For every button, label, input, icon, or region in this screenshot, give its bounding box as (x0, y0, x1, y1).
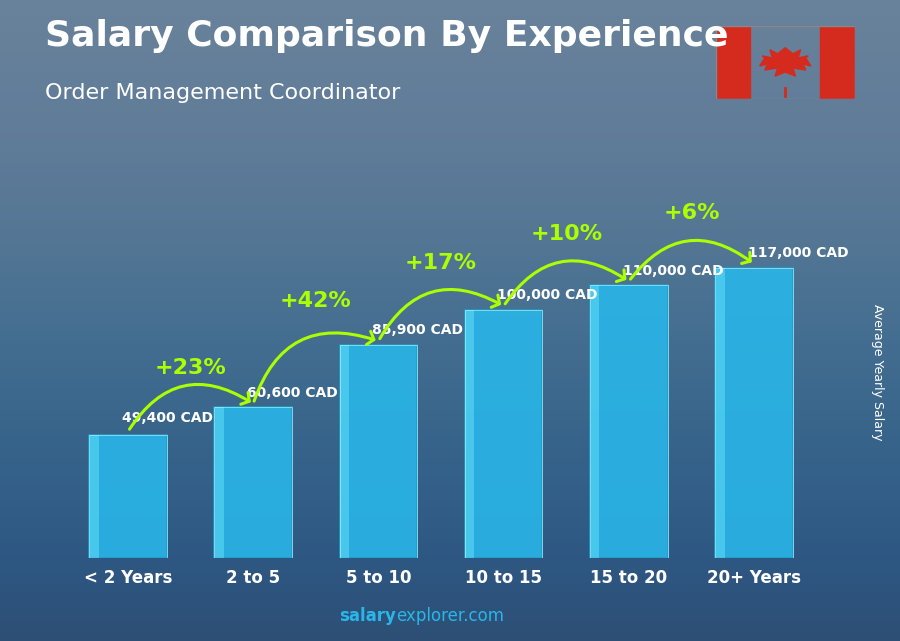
Text: Average Yearly Salary: Average Yearly Salary (871, 304, 884, 440)
Bar (90, 435, 99, 558)
Text: 100,000 CAD: 100,000 CAD (498, 288, 598, 303)
Text: +42%: +42% (280, 291, 352, 312)
Bar (215, 408, 224, 558)
Bar (464, 310, 543, 558)
Text: +17%: +17% (405, 253, 477, 272)
Bar (340, 345, 349, 558)
Bar (339, 345, 418, 558)
Bar (590, 285, 668, 558)
Bar (89, 435, 166, 558)
Bar (590, 285, 599, 558)
Bar (214, 408, 292, 558)
Text: +10%: +10% (530, 224, 602, 244)
Bar (716, 268, 724, 558)
Polygon shape (760, 48, 811, 76)
Text: +23%: +23% (155, 358, 227, 378)
Text: explorer.com: explorer.com (396, 607, 504, 625)
Bar (89, 435, 166, 558)
Bar (716, 268, 793, 558)
Text: salary: salary (339, 607, 396, 625)
Bar (339, 345, 418, 558)
Bar (820, 26, 855, 99)
Bar (716, 26, 751, 99)
Bar (590, 285, 668, 558)
Text: 85,900 CAD: 85,900 CAD (372, 323, 464, 337)
Bar (465, 310, 474, 558)
Bar (716, 268, 793, 558)
Text: 110,000 CAD: 110,000 CAD (623, 263, 724, 278)
Text: Salary Comparison By Experience: Salary Comparison By Experience (45, 19, 728, 53)
Text: +6%: +6% (663, 203, 720, 223)
Bar (464, 310, 543, 558)
Text: Order Management Coordinator: Order Management Coordinator (45, 83, 400, 103)
Text: 49,400 CAD: 49,400 CAD (122, 412, 212, 426)
Bar (214, 408, 292, 558)
Text: 117,000 CAD: 117,000 CAD (748, 246, 849, 260)
Text: 60,600 CAD: 60,600 CAD (247, 386, 338, 400)
